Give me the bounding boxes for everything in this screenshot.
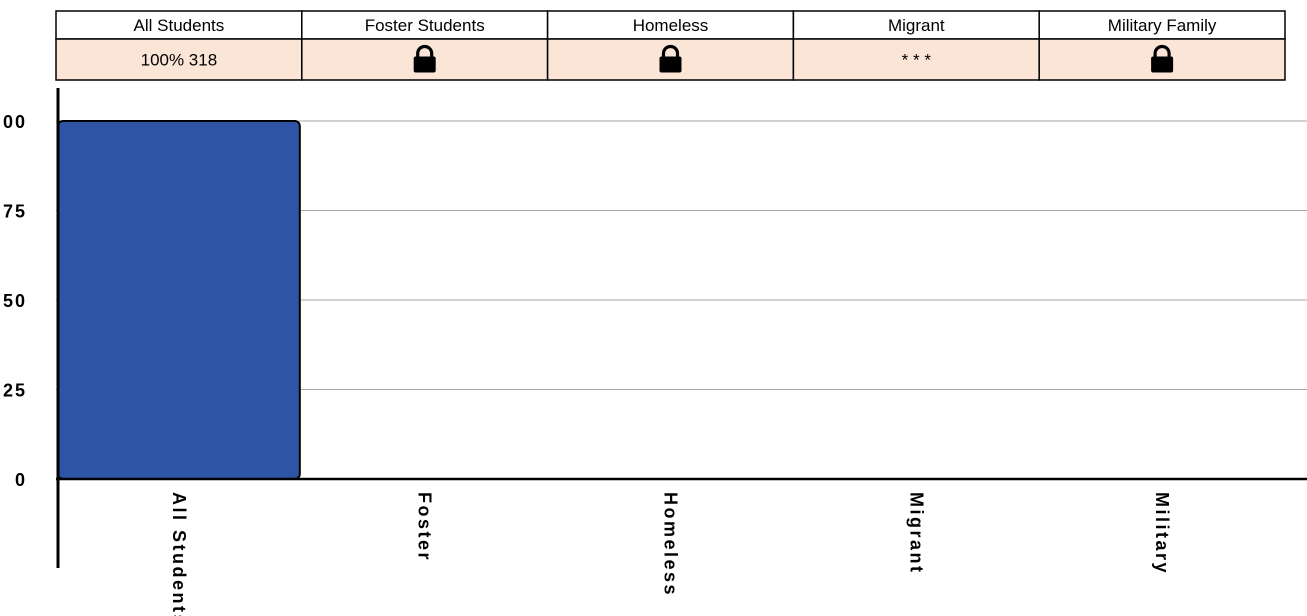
bars [57,120,301,480]
lock-icon [413,44,436,73]
table-value-cell [792,38,1040,81]
subgroup-table: All Students 100% 318 Foster Students Homel… [55,10,1286,81]
table-header-label: Migrant [888,16,945,35]
table-header-label: Homeless [633,16,709,35]
bar [57,120,301,480]
x-category-labels: All Students Foster Homeless Migrant Militar… [169,492,1172,616]
table-header-label: All Students [134,16,225,35]
y-tick-label: 50 [3,291,27,311]
x-category-label: Military [1152,492,1172,575]
table-value-cell [55,38,303,81]
table-header-label: Military Family [1108,16,1217,35]
x-category-label: Migrant [906,492,926,575]
table-cell-value: * * * [902,51,932,70]
x-category-label: Homeless [661,492,681,597]
table-header-cell [55,10,303,40]
y-tick-labels: 0 25 50 75 00 [3,112,27,490]
y-tick-label: 0 [15,470,27,490]
y-tick-label: 75 [3,202,27,222]
lock-icon [659,44,682,73]
axes [56,88,1307,568]
table-header-cell [1038,10,1286,40]
x-category-label: All Students [169,492,189,616]
y-tick-label: 00 [3,112,27,132]
table-cell-value: 100% 318 [141,51,218,70]
x-category-label: Foster [415,492,435,562]
lock-icon [1151,44,1174,73]
table-header-label: Foster Students [365,16,485,35]
y-tick-label: 25 [3,381,27,401]
